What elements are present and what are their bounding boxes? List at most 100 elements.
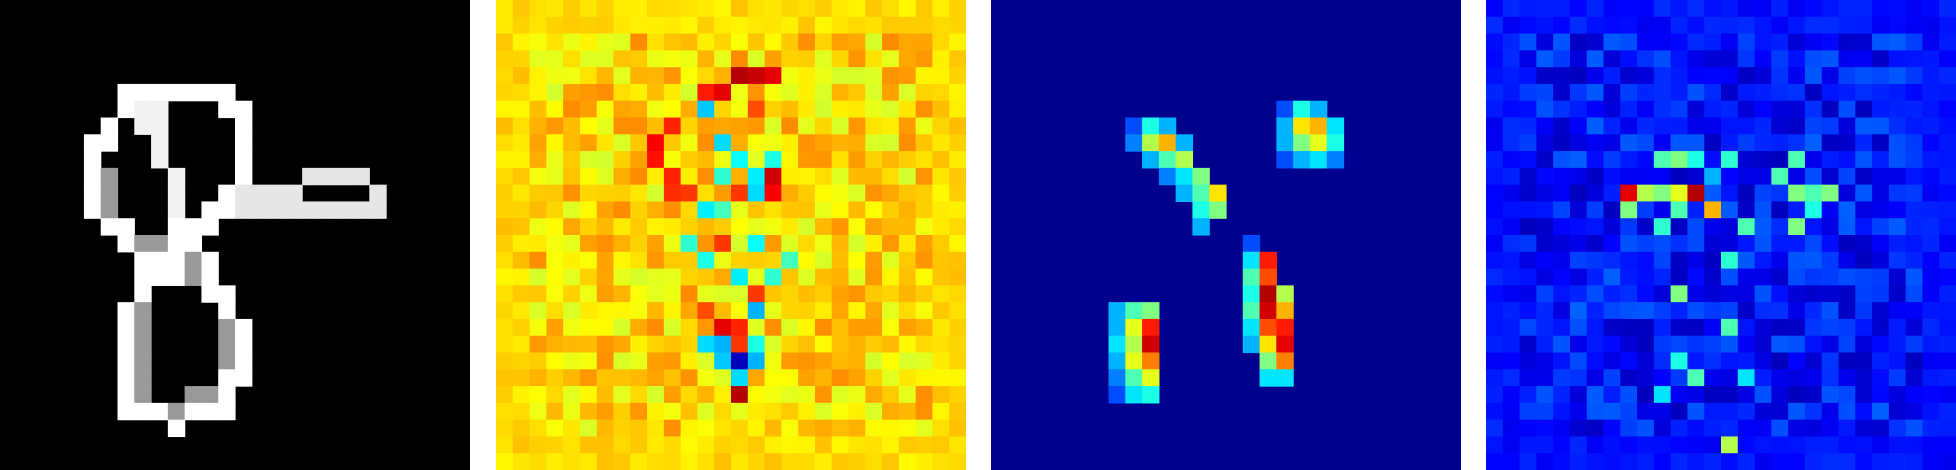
- heatmap-cell: [1603, 0, 1621, 18]
- heatmap-cell: [1771, 151, 1789, 169]
- heatmap-cell: [1603, 302, 1621, 320]
- heatmap-cell: [915, 302, 934, 320]
- heatmap-cell: [1704, 16, 1722, 35]
- heatmap-cell: [781, 386, 799, 404]
- heatmap-cell: [563, 436, 581, 454]
- heatmap-cell: [1309, 134, 1328, 152]
- heatmap-cell: [1553, 369, 1571, 387]
- heatmap-cell: [1687, 419, 1705, 438]
- heatmap-cell: [798, 285, 816, 303]
- heatmap-cell: [731, 352, 749, 370]
- heatmap-cell: [496, 369, 514, 387]
- heatmap-cell: [647, 167, 665, 186]
- heatmap-cell: [630, 33, 648, 51]
- heatmap-cell: [1855, 402, 1873, 421]
- heatmap-cell: [1502, 352, 1521, 370]
- heatmap-cell: [1553, 335, 1571, 354]
- heatmap-cell: [647, 402, 665, 421]
- heatmap-cell: [1754, 419, 1772, 438]
- heatmap-cell: [1519, 268, 1537, 286]
- heatmap-cell: [1855, 302, 1873, 320]
- heatmap-cell: [1704, 453, 1722, 470]
- heatmap-cell: [1754, 285, 1772, 303]
- heatmap-cell: [680, 251, 699, 270]
- heatmap-cell: [1603, 335, 1621, 354]
- heatmap-cell: [496, 285, 514, 303]
- heatmap-cell: [882, 285, 900, 303]
- heatmap-cell: [1637, 83, 1655, 102]
- heatmap-cell: [613, 302, 631, 320]
- heatmap-cell: [781, 134, 799, 152]
- heatmap-cell: [596, 16, 615, 35]
- heatmap-cell: [1704, 0, 1722, 18]
- heatmap-cell: [117, 218, 135, 236]
- heatmap-cell: [1293, 100, 1311, 119]
- heatmap-cell: [865, 251, 883, 270]
- heatmap-cell: [764, 184, 782, 203]
- heatmap-cell: [1905, 167, 1924, 186]
- heatmap-cell: [630, 335, 648, 354]
- heatmap-cell: [546, 100, 564, 119]
- heatmap-cell: [1939, 218, 1956, 236]
- heatmap-cell: [764, 16, 782, 35]
- heatmap-cell: [1922, 134, 1940, 152]
- heatmap-cell: [1637, 352, 1655, 370]
- heatmap-cell: [218, 369, 236, 387]
- heatmap-cell: [1922, 302, 1940, 320]
- heatmap-cell: [235, 134, 253, 152]
- heatmap-cell: [882, 318, 900, 337]
- heatmap-cell: [1905, 285, 1924, 303]
- heatmap-cell: [613, 453, 631, 470]
- heatmap-cell: [1855, 453, 1873, 470]
- heatmap-cell: [1754, 100, 1772, 119]
- heatmap-cell: [1838, 419, 1856, 438]
- heatmap-cell: [697, 386, 715, 404]
- heatmap-cell: [1804, 201, 1823, 219]
- heatmap-cell: [1704, 335, 1722, 354]
- heatmap-cell: [1888, 218, 1907, 236]
- heatmap-cell: [781, 201, 799, 219]
- heatmap-cell: [915, 402, 934, 421]
- heatmap-cell: [496, 67, 514, 85]
- heatmap-cell: [613, 268, 631, 286]
- heatmap-cell: [1905, 386, 1924, 404]
- heatmap-cell: [1309, 117, 1328, 135]
- heatmap-cell: [1637, 302, 1655, 320]
- heatmap-cell: [1704, 436, 1722, 454]
- heatmap-cell: [512, 67, 531, 85]
- heatmap-cell: [218, 201, 236, 219]
- heatmap-cell: [1872, 352, 1890, 370]
- heatmap-cell: [865, 83, 883, 102]
- heatmap-cell: [201, 251, 219, 270]
- heatmap-cell: [1821, 117, 1840, 135]
- heatmap-cell: [932, 184, 950, 203]
- heatmap-cell: [512, 117, 531, 135]
- heatmap-cell: [932, 0, 950, 18]
- heatmap-cell: [1603, 235, 1621, 253]
- heatmap-cell: [1704, 167, 1722, 186]
- heatmap-cell: [596, 402, 615, 421]
- heatmap-cell: [218, 352, 236, 370]
- heatmap-cell: [932, 302, 950, 320]
- heatmap-cell: [512, 302, 531, 320]
- heatmap-cell: [949, 16, 966, 35]
- heatmap-cell: [1569, 151, 1588, 169]
- heatmap-cell: [117, 235, 135, 253]
- heatmap-cell: [1905, 67, 1924, 85]
- heatmap-cell: [1704, 83, 1722, 102]
- heatmap-cell: [496, 16, 514, 35]
- heatmap-cell: [714, 184, 732, 203]
- heatmap-cell: [1653, 167, 1672, 186]
- heatmap-cell: [865, 453, 883, 470]
- heatmap-cell: [680, 402, 699, 421]
- heatmap-cell: [747, 67, 766, 85]
- heatmap-cell: [1653, 117, 1672, 135]
- heatmap-cell: [764, 0, 782, 18]
- heatmap-cell: [680, 318, 699, 337]
- heatmap-cell: [1888, 453, 1907, 470]
- heatmap-cell: [184, 235, 203, 253]
- heatmap-cell: [630, 402, 648, 421]
- heatmap-cell: [663, 436, 682, 454]
- heatmap-cell: [235, 201, 253, 219]
- heatmap-cell: [630, 83, 648, 102]
